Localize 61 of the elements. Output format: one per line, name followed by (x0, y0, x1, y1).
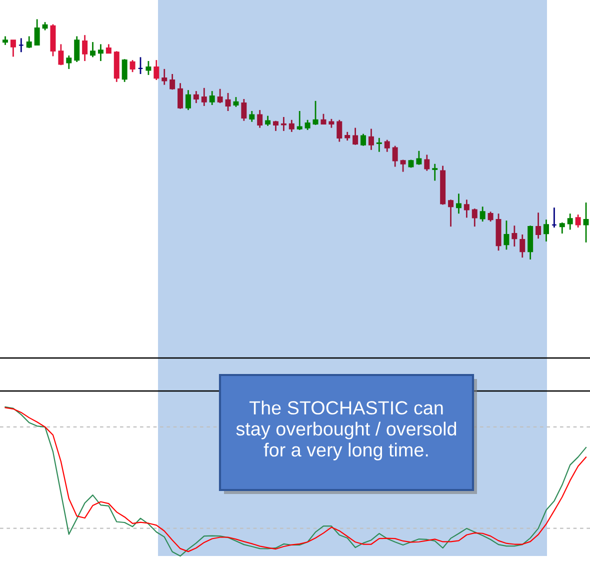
candlestick (34, 18, 40, 46)
candlestick (384, 139, 390, 153)
candlestick (512, 224, 518, 248)
candlestick (170, 73, 176, 90)
candlestick (567, 212, 573, 230)
candlestick (488, 210, 494, 222)
candlestick (193, 90, 199, 104)
candlestick (122, 58, 128, 83)
candlestick (74, 36, 80, 63)
candlestick (288, 119, 294, 133)
candlestick (472, 208, 478, 228)
candlestick (520, 234, 526, 258)
candlestick (58, 44, 64, 66)
candlestick (456, 192, 462, 214)
candlestick (583, 202, 589, 244)
candlestick (296, 110, 302, 131)
candlestick (392, 145, 398, 168)
candlestick (273, 120, 278, 132)
candlestick (90, 41, 96, 58)
candlestick (504, 220, 510, 250)
candlestick (241, 98, 247, 122)
candlestick (320, 113, 326, 125)
candlestick (480, 206, 486, 222)
candlestick (368, 128, 374, 151)
candlestick (376, 137, 382, 153)
candlestick (10, 39, 16, 58)
candlestick (416, 150, 422, 166)
candlestick (265, 115, 271, 127)
candlestick (178, 82, 184, 110)
candlestick (66, 54, 72, 70)
candlestick (98, 44, 104, 62)
candlestick (559, 222, 565, 234)
candlestick (257, 109, 263, 129)
candlestick (82, 34, 88, 62)
candlestick (336, 119, 342, 142)
candlestick (26, 36, 32, 49)
candlestick (360, 133, 366, 147)
candlestick (201, 87, 207, 107)
candlestick (233, 96, 239, 108)
candlestick (432, 163, 438, 182)
candlestick (464, 198, 470, 218)
candlestick (312, 100, 318, 126)
annotation: The STOCHASTIC can stay overbought / oversold for a very long time. (236, 400, 456, 460)
candlestick (162, 68, 168, 86)
candlestick (154, 59, 160, 81)
candlestick (400, 159, 406, 172)
candlestick (209, 90, 215, 106)
candlestick (536, 212, 542, 240)
candlestick (575, 214, 581, 228)
candlestick (217, 88, 223, 104)
candlestick (544, 218, 549, 242)
candlestick (448, 198, 454, 228)
candlestick (304, 119, 310, 131)
candlestick (130, 59, 136, 73)
candlestick (185, 89, 191, 111)
candlestick (424, 154, 430, 172)
candlestick (225, 92, 231, 112)
candlestick (146, 60, 152, 76)
candlestick (352, 127, 358, 146)
candlestick (249, 110, 255, 123)
candlestick (280, 116, 286, 132)
